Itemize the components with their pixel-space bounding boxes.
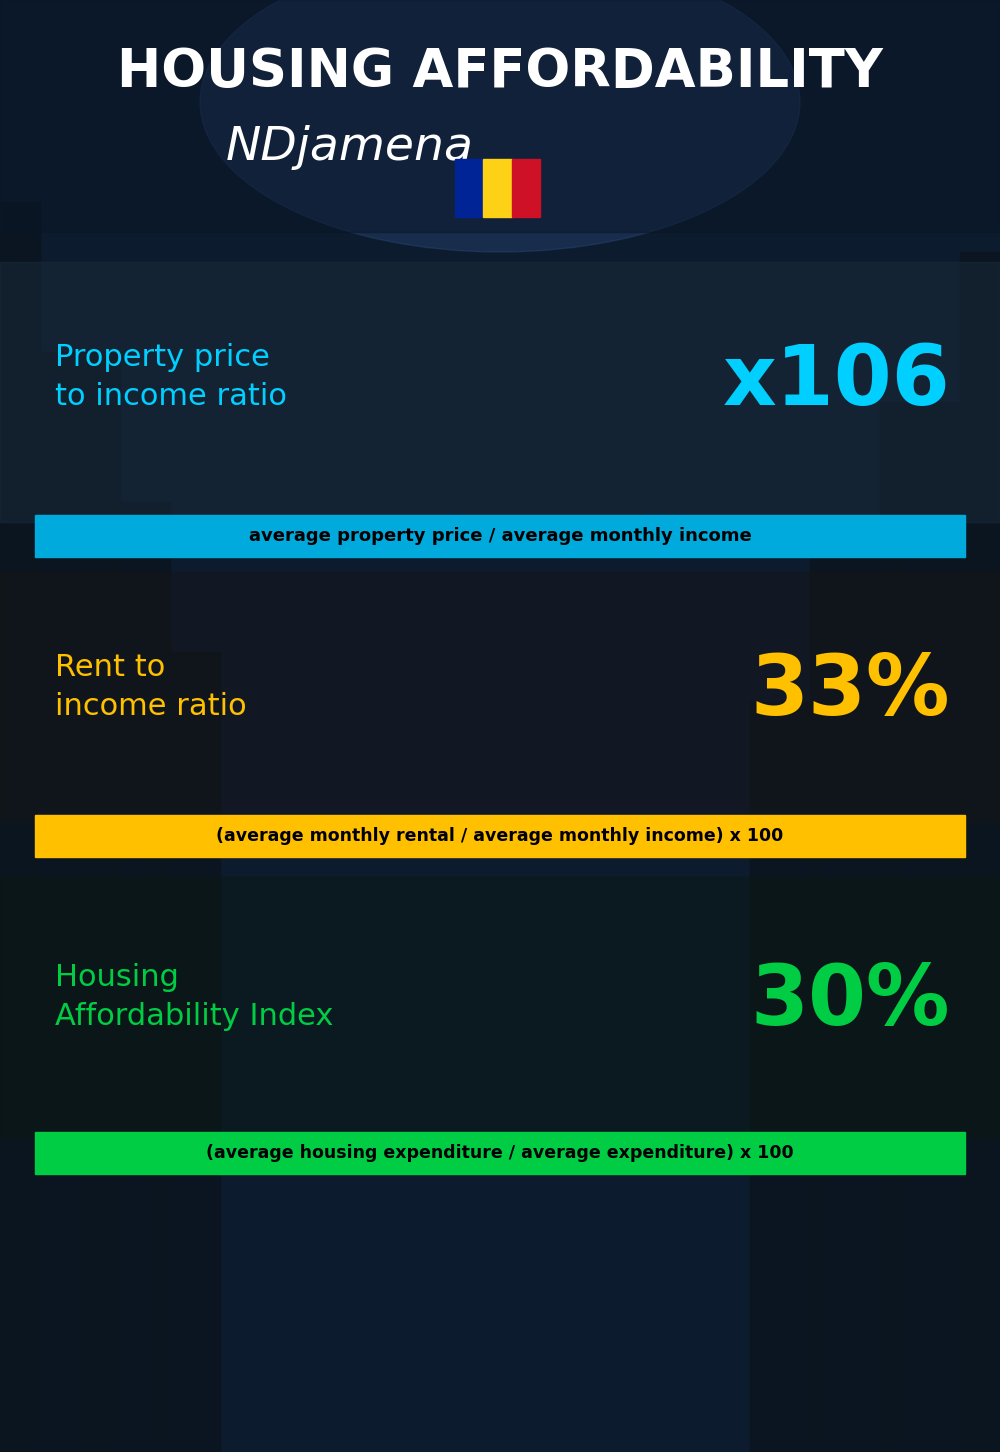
Text: HOUSING AFFORDABILITY: HOUSING AFFORDABILITY bbox=[117, 46, 883, 97]
Bar bbox=[810, 552, 900, 1452]
Bar bbox=[512, 160, 540, 216]
Bar bbox=[0, 261, 1000, 523]
Bar bbox=[960, 253, 1000, 1452]
Bar bbox=[483, 160, 512, 216]
Text: 33%: 33% bbox=[750, 652, 950, 732]
Bar bbox=[0, 877, 1000, 1137]
Bar bbox=[0, 351, 120, 1452]
Text: NDjamena: NDjamena bbox=[226, 125, 474, 170]
Ellipse shape bbox=[200, 0, 800, 253]
Bar bbox=[455, 160, 483, 216]
Text: Property price
to income ratio: Property price to income ratio bbox=[55, 344, 287, 411]
Text: Rent to
income ratio: Rent to income ratio bbox=[55, 653, 247, 720]
Bar bbox=[0, 0, 1000, 232]
Text: 30%: 30% bbox=[750, 961, 950, 1043]
Text: (average housing expenditure / average expenditure) x 100: (average housing expenditure / average e… bbox=[206, 1144, 794, 1162]
Text: Housing
Affordability Index: Housing Affordability Index bbox=[55, 963, 333, 1031]
Bar bbox=[880, 402, 1000, 1452]
Bar bbox=[35, 1133, 965, 1175]
Bar bbox=[35, 515, 965, 558]
Bar bbox=[0, 572, 1000, 822]
Text: x106: x106 bbox=[722, 341, 950, 423]
Text: (average monthly rental / average monthly income) x 100: (average monthly rental / average monthl… bbox=[216, 828, 784, 845]
Bar bbox=[150, 652, 220, 1452]
Bar bbox=[80, 502, 170, 1452]
Bar bbox=[0, 202, 40, 1452]
Bar bbox=[35, 815, 965, 857]
Text: average property price / average monthly income: average property price / average monthly… bbox=[249, 527, 751, 544]
Bar bbox=[750, 701, 820, 1452]
